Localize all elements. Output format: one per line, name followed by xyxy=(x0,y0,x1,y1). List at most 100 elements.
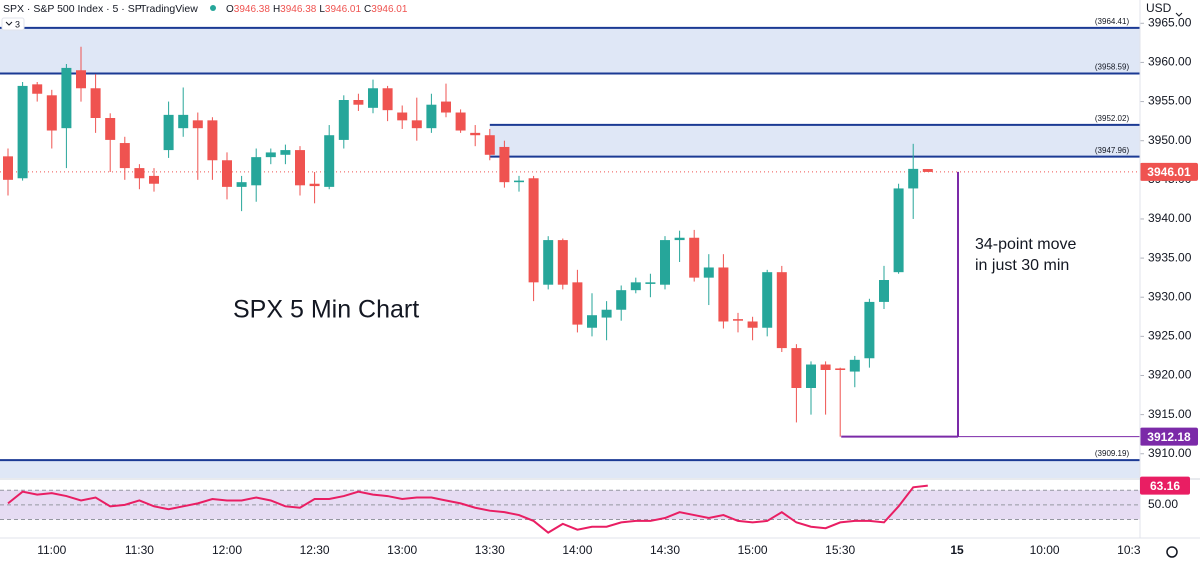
level-label: (3952.02) xyxy=(1095,114,1130,123)
candle-body xyxy=(207,120,218,161)
candle-body xyxy=(265,152,276,158)
candle-body xyxy=(557,240,568,285)
candle-body xyxy=(134,168,145,179)
candle-body xyxy=(178,114,189,129)
candle-body xyxy=(368,88,378,108)
candle-body xyxy=(616,290,627,310)
header-bg xyxy=(0,0,400,17)
x-tick-label: 11:30 xyxy=(125,543,154,557)
rsi-line xyxy=(7,484,928,534)
candle-body xyxy=(163,114,174,151)
candle-body xyxy=(90,88,101,118)
candle-body xyxy=(660,240,670,285)
y-tick-label: 3910.00 xyxy=(1148,446,1192,460)
candle-body xyxy=(426,104,437,129)
y-tick-label: 3965.00 xyxy=(1148,15,1192,29)
candle-body xyxy=(543,240,554,285)
settings-gear[interactable] xyxy=(1166,546,1178,558)
candle-body xyxy=(703,267,714,278)
candle-body xyxy=(119,143,130,169)
candle-body xyxy=(791,348,802,388)
candle-body xyxy=(806,364,816,388)
legend-count: 3 xyxy=(15,19,20,29)
candle-body xyxy=(645,282,656,284)
candle-body xyxy=(484,135,495,155)
x-tick-label: 15:30 xyxy=(825,543,855,557)
y-tick-label: 3940.00 xyxy=(1148,211,1192,225)
candle-body xyxy=(149,175,159,184)
candle-body xyxy=(922,169,933,172)
candle-body xyxy=(776,272,787,349)
candle-body xyxy=(455,112,466,131)
candle-body xyxy=(295,150,305,186)
candle-body xyxy=(820,364,831,370)
x-tick-label: 14:00 xyxy=(562,543,592,557)
candle-body xyxy=(733,319,743,321)
x-tick-label: 13:00 xyxy=(387,543,417,557)
y-tick-label: 3960.00 xyxy=(1148,55,1192,69)
badge xyxy=(1140,476,1190,495)
badge xyxy=(1140,162,1198,181)
ohlc-value: 3946.38 xyxy=(234,4,271,15)
status-dot xyxy=(210,5,216,11)
x-tick-label: 12:30 xyxy=(300,543,330,557)
candle-body xyxy=(908,168,919,189)
header-source: TradingView xyxy=(140,3,198,15)
candle-body xyxy=(280,150,291,155)
y-tick-label: 3930.00 xyxy=(1148,289,1192,303)
y-tick-label: 50.00 xyxy=(1148,497,1178,511)
candle-body xyxy=(222,160,232,187)
candle-body xyxy=(601,309,612,318)
candle-body xyxy=(17,85,28,179)
candle-body xyxy=(514,180,524,183)
candle-body xyxy=(324,135,335,187)
candle-body xyxy=(528,178,539,283)
ohlc-label: H xyxy=(273,4,280,15)
candle-body xyxy=(61,67,72,129)
candle-body xyxy=(674,237,685,241)
candle-body xyxy=(397,112,408,121)
candle-body xyxy=(32,84,43,94)
ohlc-value: 3946.01 xyxy=(325,4,362,15)
candle-body xyxy=(572,282,583,325)
rsi-badge: 63.16 xyxy=(1150,479,1180,493)
axis-corner xyxy=(1141,539,1200,564)
header-title: SPX · S&P 500 Index · 5 · SP xyxy=(3,3,142,15)
zone xyxy=(0,460,1140,478)
candle-body xyxy=(192,120,203,129)
header-ohlc: O3946.38 H3946.38 L3946.01 C3946.01 xyxy=(226,4,408,15)
candle-body xyxy=(251,157,262,186)
y-tick-label: 3950.00 xyxy=(1148,133,1192,147)
candle-body xyxy=(236,182,247,187)
x-tick-label: 11:00 xyxy=(37,543,66,557)
y-tick-label: 3920.00 xyxy=(1148,368,1192,382)
candle-body xyxy=(879,280,889,302)
currency: USD xyxy=(1146,1,1172,15)
candle-body xyxy=(76,70,86,89)
candle-body xyxy=(105,118,116,140)
candle-body xyxy=(689,237,700,278)
candle-body xyxy=(3,156,13,180)
y-tick-label: 3955.00 xyxy=(1148,94,1192,108)
x-tick-label: 15:00 xyxy=(738,543,768,557)
last-price-badge: 3946.01 xyxy=(1147,165,1191,179)
chart-annotation: SPX 5 Min Chart xyxy=(233,296,419,324)
ohlc-label: C xyxy=(364,4,371,15)
candle-body xyxy=(893,188,904,273)
legend-toggle[interactable] xyxy=(1,17,25,31)
candle-body xyxy=(864,301,875,359)
candle-body xyxy=(835,368,846,370)
x-tick-label: 14:30 xyxy=(650,543,680,557)
ohlc-value: 3946.38 xyxy=(280,4,317,15)
move-annotation: 34-point move xyxy=(975,236,1076,253)
y-tick-label: 3915.00 xyxy=(1148,407,1192,421)
level-label: (3958.59) xyxy=(1095,63,1130,72)
candle-body xyxy=(382,88,393,111)
x-tick-label: 15 xyxy=(950,543,964,557)
ohlc-label: O xyxy=(226,4,234,15)
candle-body xyxy=(470,132,481,136)
candle-body xyxy=(762,272,773,328)
candle-body xyxy=(353,100,364,105)
level-label: (3909.19) xyxy=(1095,449,1130,458)
